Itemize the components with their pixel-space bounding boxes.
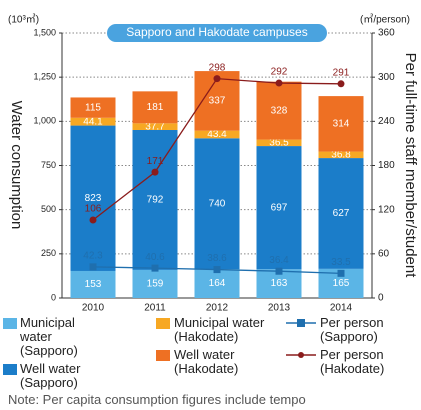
x-tick-label: 2011 — [144, 303, 166, 314]
line-value-label: 42.3 — [83, 251, 103, 262]
line-value-label: 171 — [147, 156, 164, 167]
line-value-label: 33.5 — [331, 257, 351, 268]
legend-swatch — [156, 318, 170, 329]
y-tick-label: 1,250 — [33, 72, 56, 82]
line-value-label: 291 — [333, 67, 350, 78]
x-tick-label: 2013 — [268, 303, 291, 314]
value-label: 164 — [209, 278, 226, 289]
subtitle-banner — [107, 24, 327, 42]
legend-swatch — [3, 364, 17, 375]
line-value-label: 106 — [85, 204, 102, 215]
y-axis-label: Water consumption — [8, 101, 25, 230]
line-value-label: 292 — [271, 67, 288, 78]
value-label: 314 — [333, 118, 350, 129]
value-label: 43.4 — [207, 129, 227, 140]
y2-axis-label: Per full-time staff member/student — [402, 53, 419, 279]
bar-segment — [70, 97, 116, 118]
legend-label: Municipal water (Hakodate) — [174, 315, 265, 344]
y-tick-label: 250 — [41, 248, 56, 258]
y2-tick-label: 180 — [378, 160, 395, 171]
note: Note: Per capita consumption figures inc… — [8, 392, 306, 407]
line-marker — [337, 269, 345, 277]
line-marker — [151, 264, 159, 272]
line-marker — [89, 216, 97, 224]
bar-segment — [132, 123, 178, 130]
bar-segment — [256, 139, 302, 147]
value-label: 153 — [85, 279, 102, 290]
legend-label: Per person (Sapporo) — [320, 315, 384, 344]
x-tick-label: 2014 — [330, 303, 353, 314]
y2-tick-label: 240 — [378, 116, 395, 127]
y2-tick-label: 0 — [378, 293, 384, 304]
bar-segment — [318, 158, 364, 269]
y2-unit: (㎥/person) — [360, 13, 410, 26]
bar-segment — [256, 81, 302, 140]
value-label: 36.5 — [269, 137, 289, 148]
value-label: 740 — [209, 198, 226, 209]
bar-segment — [132, 91, 178, 124]
y-tick-label: 0 — [51, 292, 56, 302]
value-label: 627 — [333, 208, 350, 219]
line-value-label: 36.4 — [269, 255, 289, 266]
line-value-label: 298 — [209, 62, 226, 73]
x-tick-label: 2010 — [82, 303, 105, 314]
y2-tick-label: 120 — [378, 204, 395, 215]
bar-segment — [70, 117, 116, 126]
value-label: 36.8 — [331, 149, 351, 160]
value-label: 328 — [271, 105, 288, 116]
line-marker — [213, 75, 221, 83]
value-label: 44.1 — [83, 116, 103, 127]
line-value-label: 40.6 — [145, 252, 165, 263]
y-tick-label: 1,000 — [33, 116, 56, 126]
y2-tick-label: 60 — [378, 248, 390, 259]
value-label: 337 — [209, 95, 226, 106]
legend-label: Municipal water (Sapporo) — [20, 315, 78, 358]
y-unit: (10³㎥) — [8, 13, 39, 26]
value-label: 165 — [333, 278, 350, 289]
value-label: 792 — [147, 195, 164, 206]
bar-segment — [318, 151, 364, 159]
line-marker — [275, 267, 283, 275]
y-tick-label: 500 — [41, 204, 56, 214]
bar-segment — [70, 270, 116, 298]
y-tick-label: 1,500 — [33, 27, 56, 37]
bar-segment — [256, 146, 302, 270]
value-label: 697 — [271, 202, 288, 213]
x-tick-label: 2012 — [206, 303, 229, 314]
bar-segment — [132, 269, 178, 298]
value-label: 159 — [147, 279, 164, 290]
line-marker — [151, 168, 159, 176]
line-marker — [213, 266, 221, 274]
bar-segment — [318, 96, 364, 152]
line-marker — [337, 80, 345, 88]
value-label: 37.7 — [145, 121, 165, 132]
legend-swatch — [3, 318, 17, 329]
bar-segment — [194, 138, 240, 270]
line-marker — [89, 263, 97, 271]
bar-segment — [194, 269, 240, 298]
line-marker — [275, 79, 283, 87]
y2-tick-label: 300 — [378, 72, 395, 83]
legend-label: Per person (Hakodate) — [320, 347, 385, 376]
value-label: 823 — [85, 193, 102, 204]
value-label: 181 — [147, 102, 164, 113]
bar-segment — [132, 129, 178, 270]
value-label: 163 — [271, 278, 288, 289]
legend-label: Well water (Hakodate) — [174, 347, 239, 376]
y-tick-label: 750 — [41, 160, 56, 170]
line-value-label: 38.6 — [207, 253, 227, 264]
bar-segment — [194, 130, 240, 139]
subtitle: Sapporo and Hakodate campuses — [126, 25, 307, 39]
legend-swatch — [156, 350, 170, 361]
bar-segment — [70, 125, 116, 271]
legend-label: Well water (Sapporo) — [20, 361, 81, 390]
value-label: 115 — [85, 102, 101, 113]
y2-tick-label: 360 — [378, 28, 395, 39]
